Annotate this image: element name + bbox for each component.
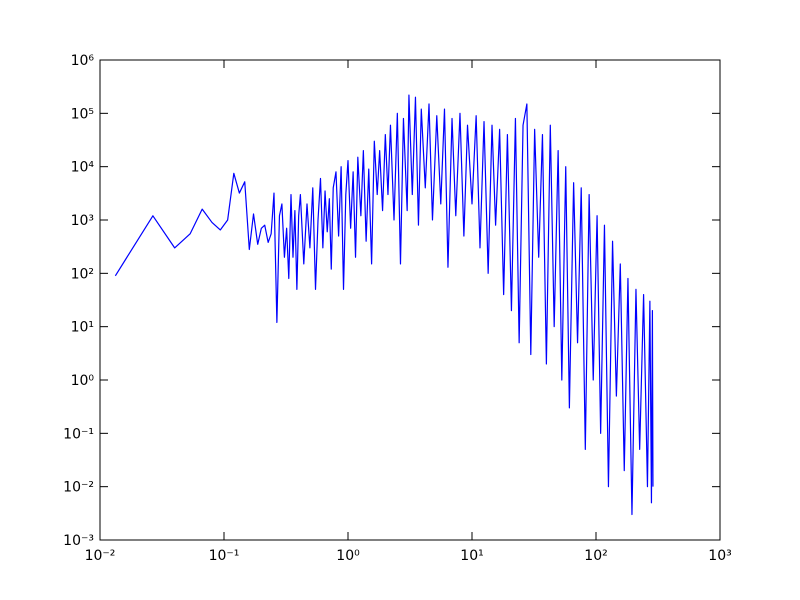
x-tick-label: 10² [584,548,607,564]
y-tick-label: 10⁻³ [63,533,94,549]
x-tick-label: 10⁻¹ [209,548,240,564]
data-line [114,94,654,516]
y-tick-label: 10⁰ [71,373,95,389]
plot-frame [99,59,721,541]
x-tick-label: 10⁰ [336,548,360,564]
y-tick-label: 10² [71,266,94,282]
x-tick-label: 10¹ [460,548,483,564]
y-tick-label: 10³ [71,213,94,229]
y-tick-label: 10⁻¹ [63,426,94,442]
x-tick-label: 10⁻² [85,548,116,564]
y-tick-label: 10⁻² [63,480,94,496]
x-tick-label: 10³ [708,548,731,564]
y-tick-label: 10⁵ [71,106,94,122]
y-tick-label: 10¹ [71,320,94,336]
y-tick-label: 10⁴ [71,160,95,176]
y-tick-label: 10⁶ [71,53,95,69]
